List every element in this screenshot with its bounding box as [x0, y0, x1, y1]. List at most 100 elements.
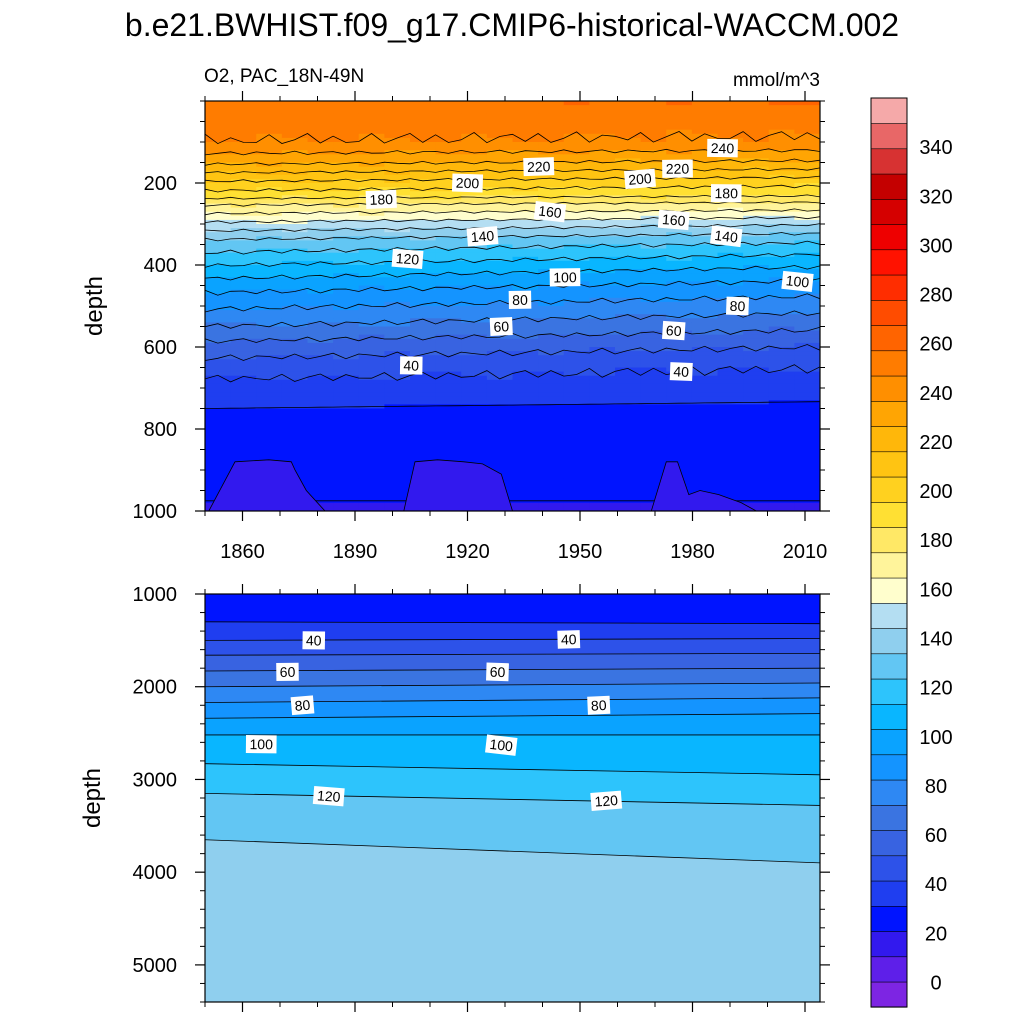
upper-field-cell [230, 310, 257, 315]
upper-field-cell [794, 470, 820, 475]
upper-field-cell [589, 424, 616, 430]
upper-field-cell [589, 265, 616, 270]
upper-field-cell [307, 445, 334, 451]
upper-field-cell [281, 101, 309, 106]
upper-field-cell [230, 306, 257, 311]
upper-field-cell [281, 408, 309, 414]
upper-field-cell [205, 113, 232, 118]
upper-field-cell [768, 158, 795, 164]
colorbar-swatch [870, 728, 908, 756]
upper-field-cell [691, 228, 719, 233]
upper-field-cell [281, 375, 309, 381]
upper-field-cell [589, 244, 616, 250]
units-label: mmol/m^3 [733, 70, 820, 91]
upper-field-cell [461, 166, 488, 172]
upper-field-cell [512, 285, 539, 291]
upper-field-cell [256, 129, 283, 135]
upper-field-cell [435, 248, 462, 254]
lower-contour-label-box [590, 790, 623, 811]
upper-field-cell [384, 166, 411, 172]
upper-field-cell [794, 486, 820, 492]
upper-field-cell [589, 207, 616, 213]
upper-field-cell [333, 400, 360, 405]
upper-field-cell [615, 224, 642, 229]
upper-field-cell [794, 441, 820, 446]
upper-field-cell [794, 248, 820, 254]
upper-field-cell [410, 293, 437, 299]
upper-field-cell [589, 482, 616, 487]
upper-field-cell [333, 215, 360, 221]
upper-field-cell [794, 203, 820, 209]
upper-field-cell [717, 224, 744, 229]
upper-field-cell [281, 330, 309, 336]
upper-field-cell [410, 322, 437, 328]
upper-field-cell [512, 404, 539, 410]
upper-field-cell [384, 470, 411, 475]
upper-field-cell [640, 355, 667, 360]
upper-field-cell [615, 375, 642, 381]
upper-field-cell [307, 441, 334, 446]
upper-field-cell [205, 232, 232, 237]
upper-field-cell [743, 236, 770, 241]
upper-field-cell [435, 342, 462, 348]
upper-field-cell [435, 146, 462, 151]
upper-field-cell [512, 392, 539, 397]
upper-field-cell [384, 215, 411, 221]
upper-field-cell [589, 224, 616, 229]
upper-field-cell [410, 265, 437, 270]
upper-field-cell [794, 256, 820, 262]
upper-field-cell [281, 252, 309, 258]
upper-field-cell [512, 388, 539, 393]
upper-field-cell [538, 137, 565, 143]
lower-band [205, 713, 820, 735]
upper-field-cell [563, 392, 590, 397]
upper-field-cell [589, 260, 616, 266]
upper-field-cell [691, 424, 719, 430]
upper-field-cell [256, 359, 283, 364]
upper-field-cell [256, 437, 283, 442]
upper-field-cell [615, 396, 642, 401]
upper-contour-label: 60 [489, 317, 513, 336]
upper-field-cell [794, 166, 820, 172]
upper-field-cell [794, 158, 820, 164]
upper-field-cell [486, 199, 514, 205]
upper-field-cell [461, 359, 488, 364]
upper-field-cell [717, 334, 744, 340]
upper-field-cell [486, 281, 514, 287]
upper-field-cell [486, 129, 514, 135]
upper-field-cell [666, 314, 693, 319]
upper-field-cell [256, 113, 283, 118]
upper-field-cell [717, 314, 744, 319]
upper-field-cell [333, 502, 360, 508]
upper-field-cell [717, 174, 744, 180]
upper-field-cell [512, 342, 539, 348]
upper-field-cell [563, 293, 590, 299]
upper-field-cell [230, 265, 257, 270]
upper-field-cell [486, 265, 514, 270]
colorbar-tick-label: 0 [930, 972, 941, 994]
upper-contour-line [205, 310, 820, 329]
upper-field-cell [563, 334, 590, 340]
upper-field-cell [435, 219, 462, 225]
upper-field-cell [256, 224, 283, 229]
upper-field-cell [538, 412, 565, 418]
upper-field-cell [461, 371, 488, 377]
upper-field-cell [435, 457, 462, 463]
upper-field-cell [538, 174, 565, 180]
upper-field-cell [538, 486, 565, 492]
upper-field-cell [640, 203, 667, 209]
upper-field-cell [435, 363, 462, 369]
upper-field-cell [435, 289, 462, 295]
upper-field-cell [410, 408, 437, 414]
upper-field-cell [538, 326, 565, 332]
upper-field-cell [691, 301, 719, 307]
upper-field-cell [358, 301, 385, 307]
upper-field-cell [512, 195, 539, 200]
upper-field-cell [410, 154, 437, 159]
upper-contour-label-text: 220 [666, 161, 690, 177]
upper-field-cell [435, 351, 462, 356]
upper-field-cell [256, 293, 283, 299]
upper-field-cell [435, 453, 462, 459]
upper-field-cell [794, 363, 820, 369]
upper-field-cell [589, 310, 616, 315]
